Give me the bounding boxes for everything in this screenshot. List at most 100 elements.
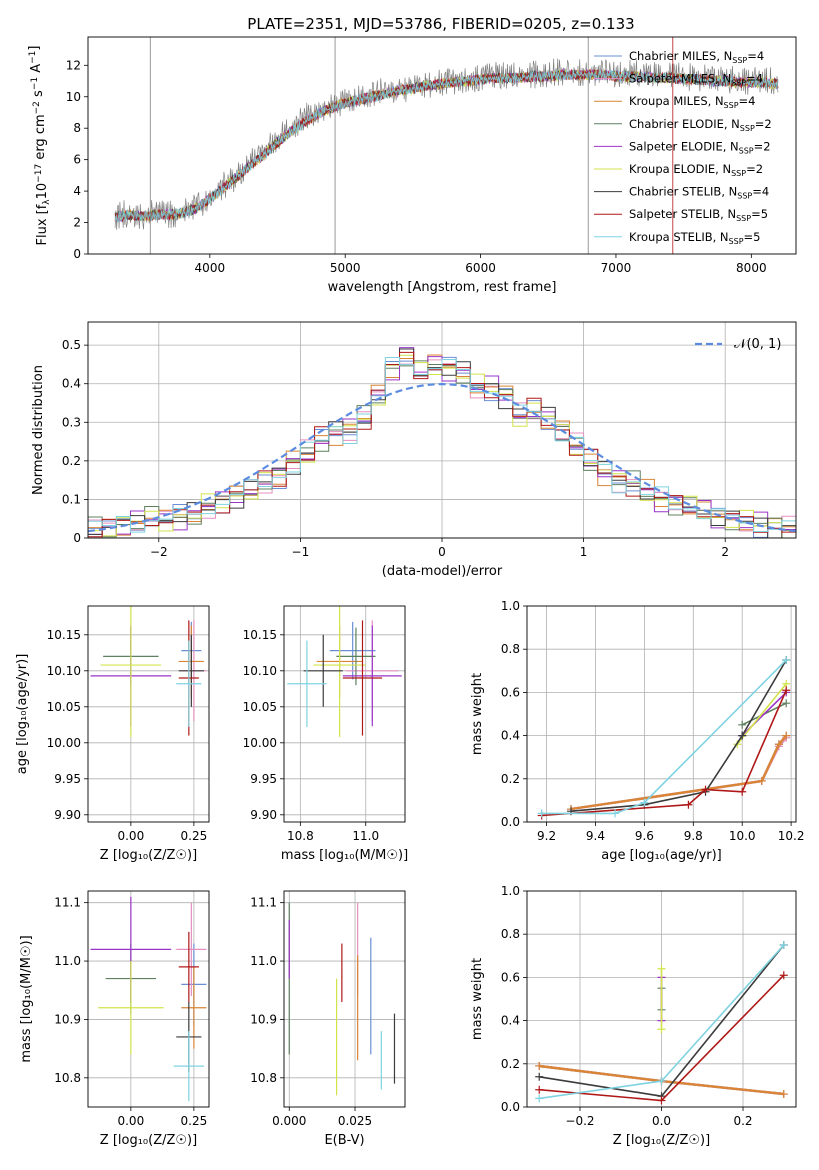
mass-weight-marker: [779, 1090, 788, 1099]
spectrum-ylabel-part: A: [29, 64, 44, 77]
residual-histogram-step: [88, 356, 796, 538]
mass-vs-EBV-tick-label-y: 10.8: [250, 1071, 277, 1085]
gaussian-curve: [88, 382, 796, 533]
spectrum-ylabel-part: 10: [35, 183, 50, 200]
spectrum-model-line: [114, 69, 779, 222]
residuals-tick-label-x: 0: [438, 545, 446, 559]
legend-name: Salpeter ELODIE, N: [629, 139, 739, 153]
mass-weight-line: [570, 737, 788, 811]
legend-subscript: SSP: [739, 146, 754, 155]
weight-vs-age-ylabel: mass weight: [470, 673, 485, 755]
residuals-tick-label-y: 0.3: [62, 415, 81, 429]
spectrum-tick-label-y: 4: [73, 184, 81, 198]
mass-weight-marker: [782, 656, 791, 664]
figure-title: PLATE=2351, MJD=53786, FIBERID=0205, z=0…: [247, 15, 634, 33]
age-vs-mass-tick-label-y: 10.15: [243, 628, 277, 642]
spectrum-ylabel-part: −17: [34, 164, 44, 183]
legend-count: =2: [754, 139, 771, 153]
spectrum-tick-label-y: 8: [73, 121, 81, 135]
weight-vs-Z-ylabel: mass weight: [470, 958, 485, 1040]
weight-vs-age-tick-label-y: 0.4: [501, 729, 520, 743]
weight-vs-age-tick-label-y: 0.6: [501, 685, 520, 699]
mass-weight-marker: [738, 787, 747, 796]
age-vs-mass-xlabel: mass [log₁₀(M/M☉)]: [281, 848, 408, 863]
legend-subscript: SSP: [731, 79, 746, 88]
age-vs-mass-frame: [283, 605, 406, 823]
weight-vs-Z-tick-label-y: 0.8: [501, 927, 520, 941]
legend-name: Kroupa STELIB, N: [629, 230, 729, 244]
residuals-tick-label-y: 0: [73, 531, 81, 545]
legend-subscript: SSP: [729, 237, 744, 246]
legend-name: Kroupa ELODIE, N: [629, 162, 731, 176]
weight-vs-Z-frame: [526, 890, 797, 1108]
legend-subscript: SSP: [736, 214, 751, 223]
mass-vs-EBV-frame: [283, 890, 406, 1108]
age-vs-Z-tick-label-y: 9.95: [54, 772, 81, 786]
legend-count: =4: [746, 72, 763, 86]
residuals-plot-area: [88, 347, 796, 538]
age-vs-Z-tick-label-y: 10.00: [47, 736, 81, 750]
residuals-tick-label-x: 1: [580, 545, 588, 559]
weight-vs-Z-tick-label-x: 0.0: [652, 1114, 671, 1128]
mass-weight-marker: [738, 720, 747, 729]
age-vs-Z-tick-label-y: 10.10: [47, 664, 81, 678]
mass-weight-marker: [779, 971, 788, 980]
residuals-tick-label-y: 0.2: [62, 454, 81, 468]
weight-vs-Z-tick-label-y: 0.6: [501, 970, 520, 984]
gaussian-legend-label: 𝒩(0, 1): [734, 337, 781, 352]
weight-vs-age-tick-label-x: 9.2: [537, 829, 556, 843]
legend-name: Kroupa MILES, N: [629, 94, 724, 108]
weight-vs-age-frame: [526, 605, 797, 823]
residuals-tick-label-y: 0.5: [62, 338, 81, 352]
spectrum-model-line: [114, 69, 779, 223]
spectrum-tick-label-x: 8000: [736, 261, 767, 275]
legend-count: =4: [752, 185, 769, 199]
mass-weight-marker: [611, 809, 620, 818]
weight-vs-age-xlabel: age [log₁₀(age/yr)]: [601, 848, 722, 863]
age-vs-mass-tick-label-y: 10.10: [243, 664, 277, 678]
mass-weight-marker: [774, 740, 783, 749]
legend-label: Chabrier STELIB, NSSP=4: [629, 185, 769, 201]
legend-label: Kroupa STELIB, NSSP=5: [629, 230, 760, 246]
residuals-tick-label-x: 2: [721, 545, 729, 559]
mass-weight-marker: [535, 1085, 544, 1094]
mass-vs-Z-tick-label-y: 10.9: [54, 1012, 81, 1026]
mass-vs-EBV-plot-area: [288, 902, 396, 1096]
legend-count: =5: [751, 207, 768, 221]
spectrum-tick-label-y: 10: [66, 90, 81, 104]
weight-vs-Z-tick-label-y: 0.0: [501, 1100, 520, 1114]
weight-vs-age-tick-label-x: 9.6: [635, 829, 654, 843]
legend-name: Chabrier ELODIE, N: [629, 117, 740, 131]
spectrum-model-line: [114, 68, 779, 223]
mass-weight-marker: [535, 1061, 544, 1070]
mass-vs-Z-ylabel: mass [log₁₀(M/M☉)]: [19, 935, 34, 1062]
legend-name: Salpeter STELIB, N: [629, 207, 736, 221]
legend-subscript: SSP: [740, 124, 755, 133]
age-vs-Z-xlabel: Z [log₁₀(Z/Z☉)]: [100, 848, 197, 863]
legend-count: =5: [744, 230, 761, 244]
age-vs-Z-tick-label-y: 10.15: [47, 628, 81, 642]
spectrum-tick-label-x: 4000: [195, 261, 226, 275]
mass-vs-Z-tick-label-x: 0.25: [181, 1114, 208, 1128]
legend-name: Salpeter MILES, N: [629, 72, 731, 86]
legend-label: Salpeter STELIB, NSSP=5: [629, 207, 768, 223]
spectrum-ylabel-part: λ: [42, 199, 52, 205]
mass-vs-EBV-xlabel: E(B-V): [324, 1133, 364, 1148]
mass-weight-marker: [657, 964, 666, 973]
spectrum-panel: 4000 5000 6000 7000 8000 0 2 4 6 8 10 12 wavelength …: [27, 36, 797, 295]
spectrum-tick-label-y: 0: [73, 247, 81, 261]
legend-subscript: SSP: [724, 101, 739, 110]
legend-label: Kroupa MILES, NSSP=4: [629, 94, 755, 110]
legend-label: Salpeter ELODIE, NSSP=2: [629, 139, 771, 155]
mass-weight-marker: [779, 941, 788, 949]
legend-label: Chabrier ELODIE, NSSP=2: [629, 117, 772, 133]
weight-vs-Z-tick-label-y: 0.2: [501, 1057, 520, 1071]
weight-vs-Z-tick-label-y: 1.0: [501, 884, 520, 898]
mass-weight-marker: [535, 1072, 544, 1081]
mass-weight-marker: [701, 785, 710, 794]
spectrum-plot-area: [114, 37, 779, 254]
mass-weight-line: [736, 683, 787, 745]
spectrum-tick-label-y: 6: [73, 153, 81, 167]
legend-subscript: SSP: [732, 56, 747, 65]
